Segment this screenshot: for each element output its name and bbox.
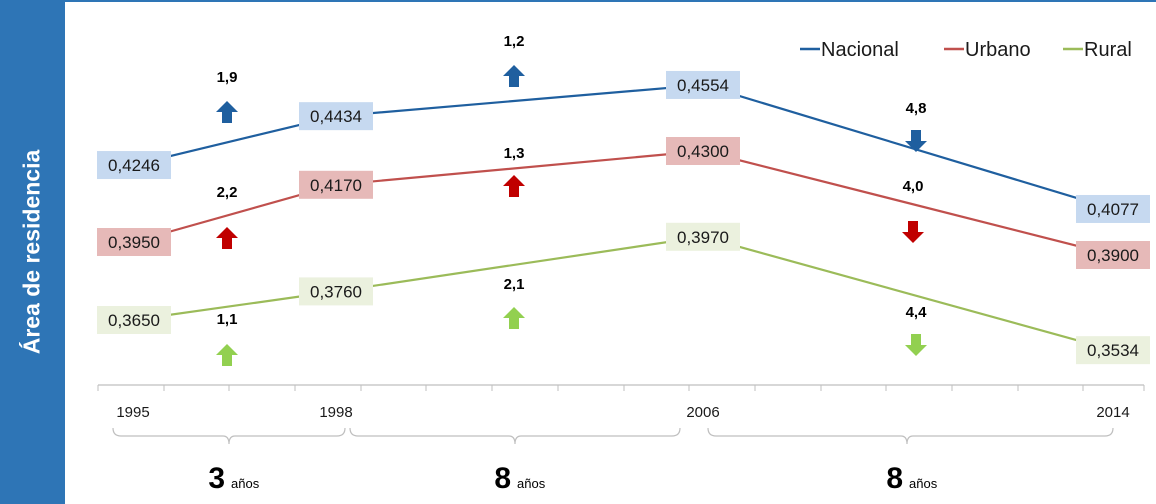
data-label: 0,3534 [1087,341,1139,360]
arrow-up-icon [503,65,525,87]
change-label: 1,9 [217,69,238,86]
value-box [666,222,740,251]
x-tick-label: 1995 [116,404,149,421]
value-box [1076,194,1150,223]
value-box [97,151,171,180]
data-label: 0,3900 [1087,246,1139,265]
data-label: 0,4300 [677,142,729,161]
value-box [299,170,373,199]
period-bracket [349,427,681,445]
legend-label: Rural [1084,39,1132,61]
change-label: 4,4 [906,304,928,321]
value-box [299,277,373,306]
data-label: 0,4077 [1087,200,1139,219]
x-tick-label: 2006 [686,404,719,421]
period-number: 8 [494,462,511,495]
side-panel: Área de residencia [0,0,65,504]
period-number: 3 [208,462,225,495]
data-label: 0,4246 [108,156,160,175]
period-unit: años [517,476,546,491]
series-line-nacional [132,83,1114,211]
top-border [65,0,1156,2]
data-label: 0,4554 [677,76,729,95]
data-label: 0,3650 [108,311,160,330]
data-label: 0,4170 [310,176,362,195]
change-label: 2,2 [217,184,238,201]
period-number: 8 [886,462,903,495]
x-tick-label: 2014 [1096,404,1129,421]
data-label: 0,3970 [677,228,729,247]
period-unit: años [231,476,260,491]
legend-label: Nacional [821,39,899,61]
period-unit: años [909,476,938,491]
series-line-rural [132,235,1114,352]
data-label: 0,3950 [108,233,160,252]
data-label: 0,3760 [310,282,362,301]
change-label: 2,1 [504,276,525,293]
arrow-down-icon [905,130,927,152]
period-bracket [707,427,1114,445]
series-line-urbano [132,149,1114,257]
arrow-up-icon [216,227,238,249]
value-box [666,137,740,165]
change-label: 4,0 [903,178,924,195]
change-label: 4,8 [906,100,927,117]
change-label: 1,3 [504,145,525,162]
data-label: 0,4434 [310,107,362,126]
value-box [666,70,740,99]
value-box [97,306,171,334]
legend-label: Urbano [965,39,1031,61]
change-label: 1,2 [504,33,525,50]
arrow-down-icon [902,221,924,243]
arrow-up-icon [216,101,238,123]
x-tick-label: 1998 [319,404,352,421]
arrow-down-icon [905,334,927,356]
value-box [1076,241,1150,269]
value-box [1076,336,1150,365]
arrow-up-icon [503,175,525,197]
arrow-up-icon [216,344,238,366]
change-label: 1,1 [217,311,238,328]
value-box [299,102,373,131]
period-bracket [112,427,346,445]
arrow-up-icon [503,307,525,329]
value-box [97,228,171,256]
